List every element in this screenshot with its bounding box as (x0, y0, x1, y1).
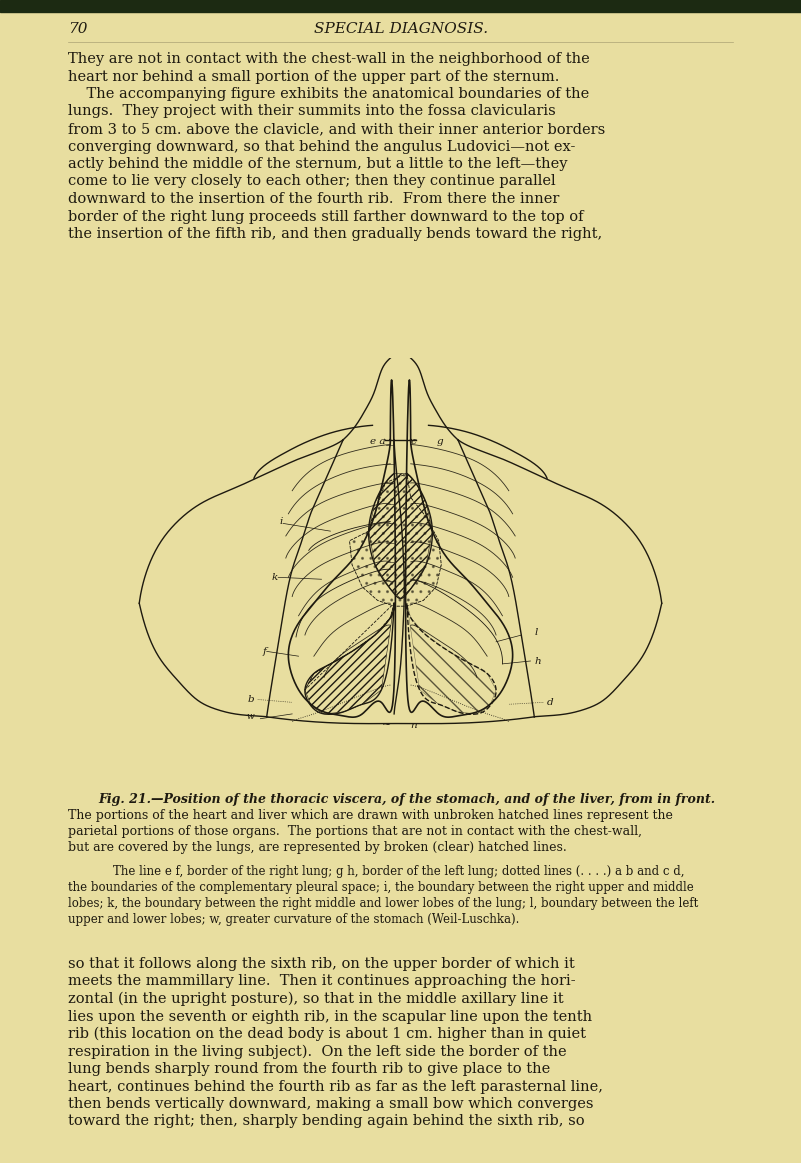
Text: ∼: ∼ (381, 720, 391, 730)
Text: h: h (534, 656, 541, 665)
Text: lies upon the seventh or eighth rib, in the scapular line upon the tenth: lies upon the seventh or eighth rib, in … (68, 1009, 592, 1023)
Text: d: d (547, 698, 553, 707)
Text: e a: e a (370, 437, 385, 445)
Text: border of the right lung proceeds still farther downward to the top of: border of the right lung proceeds still … (68, 209, 583, 223)
Text: come to lie very closely to each other; then they continue parallel: come to lie very closely to each other; … (68, 174, 556, 188)
Text: converging downward, so that behind the angulus Ludovici—not ex-: converging downward, so that behind the … (68, 140, 575, 154)
Text: 70: 70 (68, 22, 87, 36)
Text: The accompanying figure exhibits the anatomical boundaries of the: The accompanying figure exhibits the ana… (68, 87, 590, 101)
Text: i: i (280, 518, 284, 526)
Text: so that it follows along the sixth rib, on the upper border of which it: so that it follows along the sixth rib, … (68, 957, 575, 971)
Text: SPECIAL DIAGNOSIS.: SPECIAL DIAGNOSIS. (314, 22, 488, 36)
Text: rib (this location on the dead body is about 1 cm. higher than in quiet: rib (this location on the dead body is a… (68, 1027, 586, 1041)
Text: from 3 to 5 cm. above the clavicle, and with their inner anterior borders: from 3 to 5 cm. above the clavicle, and … (68, 122, 606, 136)
Text: lobes; k, the boundary between the right middle and lower lobes of the lung; l, : lobes; k, the boundary between the right… (68, 897, 698, 909)
Text: They are not in contact with the chest-wall in the neighborhood of the: They are not in contact with the chest-w… (68, 52, 590, 66)
Text: respiration in the living subject).  On the left side the border of the: respiration in the living subject). On t… (68, 1044, 566, 1058)
Text: downward to the insertion of the fourth rib.  From there the inner: downward to the insertion of the fourth … (68, 192, 559, 206)
Text: The line e f, border of the right lung; g h, border of the left lung; dotted lin: The line e f, border of the right lung; … (98, 865, 685, 878)
Text: actly behind the middle of the sternum, but a little to the left—they: actly behind the middle of the sternum, … (68, 157, 567, 171)
Text: parietal portions of those organs.  The portions that are not in contact with th: parietal portions of those organs. The p… (68, 825, 642, 839)
Text: toward the right; then, sharply bending again behind the sixth rib, so: toward the right; then, sharply bending … (68, 1114, 585, 1128)
Text: f: f (263, 647, 267, 656)
Text: n: n (411, 721, 417, 730)
Text: g: g (437, 437, 443, 445)
Bar (0, 0, 801, 12)
Text: the boundaries of the complementary pleural space; i, the boundary between the r: the boundaries of the complementary pleu… (68, 882, 694, 894)
Text: k: k (272, 573, 278, 582)
Text: c: c (411, 437, 417, 445)
Text: w: w (246, 712, 254, 721)
Text: The portions of the heart and liver which are drawn with unbroken hatched lines : The portions of the heart and liver whic… (68, 809, 673, 822)
Text: but are covered by the lungs, are represented by broken (clear) hatched lines.: but are covered by the lungs, are repres… (68, 841, 567, 854)
Text: l: l (534, 628, 537, 636)
Text: b: b (248, 695, 254, 704)
Text: then bends vertically downward, making a small bow which converges: then bends vertically downward, making a… (68, 1097, 594, 1111)
Text: the insertion of the fifth rib, and then gradually bends toward the right,: the insertion of the fifth rib, and then… (68, 227, 602, 241)
Text: upper and lower lobes; w, greater curvature of the stomach (Weil-Luschka).: upper and lower lobes; w, greater curvat… (68, 913, 519, 926)
Text: lungs.  They project with their summits into the fossa clavicularis: lungs. They project with their summits i… (68, 105, 556, 119)
Text: Fig. 21.—Position of the thoracic viscera, of the stomach, and of the liver, fro: Fig. 21.—Position of the thoracic viscer… (98, 793, 715, 806)
Text: zontal (in the upright posture), so that in the middle axillary line it: zontal (in the upright posture), so that… (68, 992, 564, 1006)
Text: meets the mammillary line.  Then it continues approaching the hori-: meets the mammillary line. Then it conti… (68, 975, 576, 989)
Text: heart, continues behind the fourth rib as far as the left parasternal line,: heart, continues behind the fourth rib a… (68, 1079, 603, 1093)
Text: lung bends sharply round from the fourth rib to give place to the: lung bends sharply round from the fourth… (68, 1062, 550, 1076)
Text: heart nor behind a small portion of the upper part of the sternum.: heart nor behind a small portion of the … (68, 70, 559, 84)
